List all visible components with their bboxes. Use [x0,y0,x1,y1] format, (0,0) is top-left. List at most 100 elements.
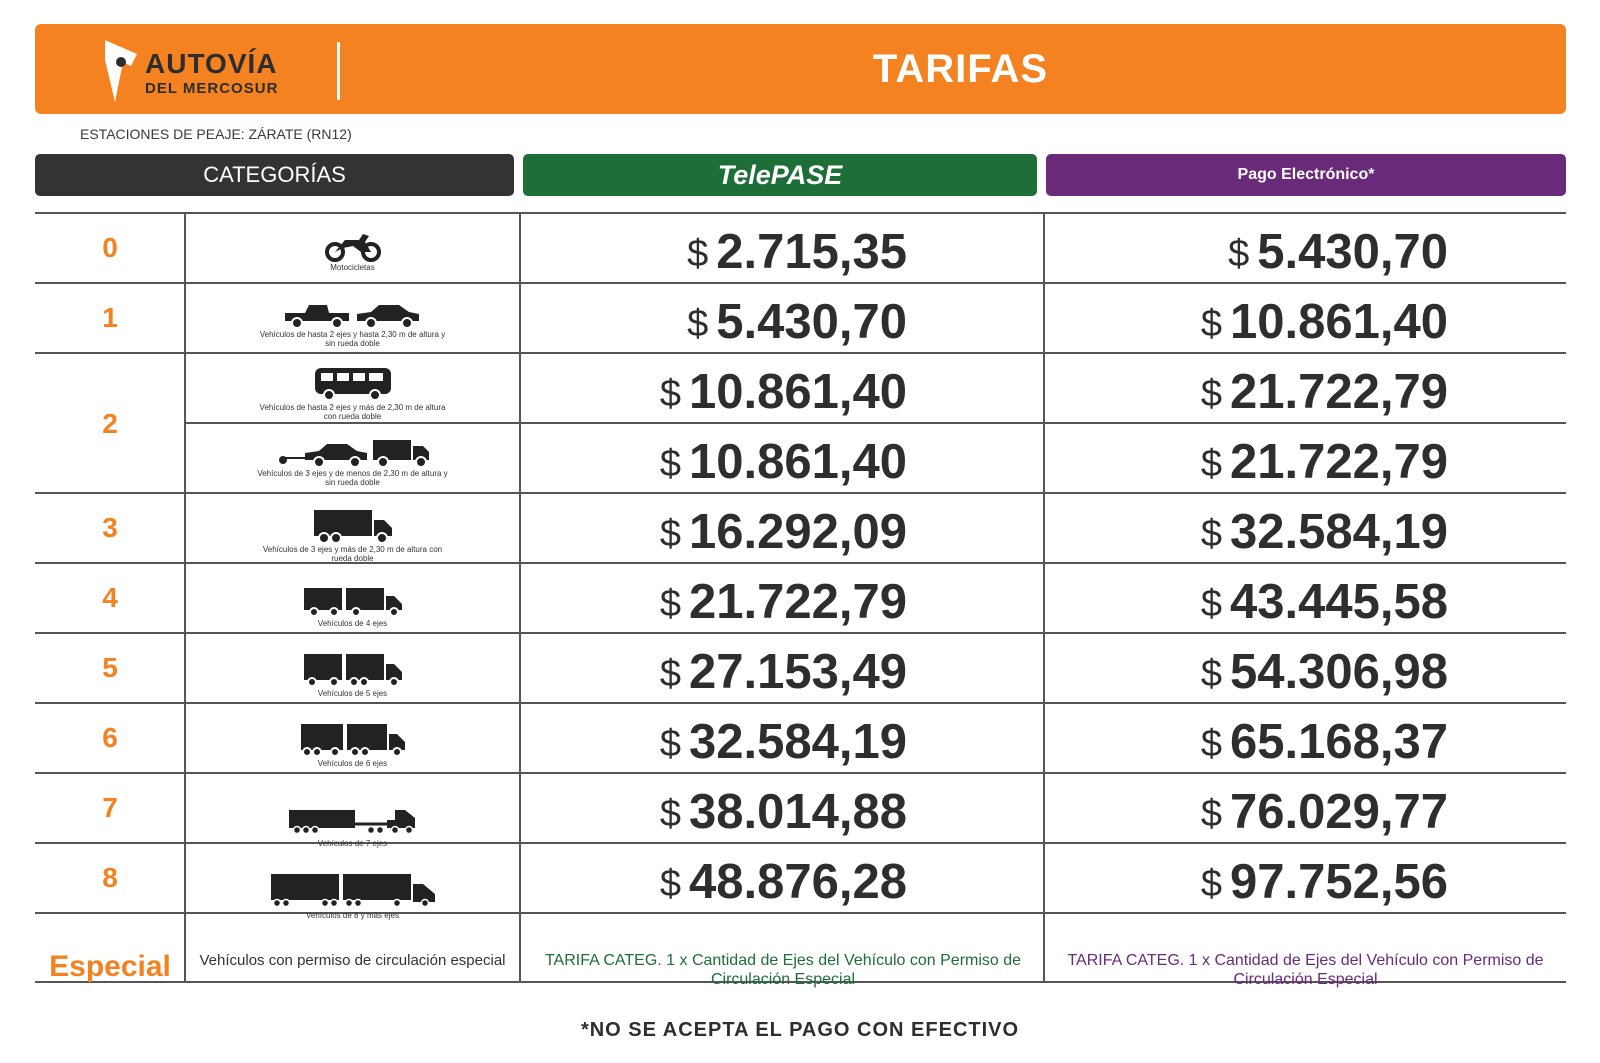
price-value: 10.861,40 [1230,295,1448,349]
price-pago: $65.168,37 [1201,714,1448,770]
price-pago: $43.445,58 [1201,574,1448,630]
table-rule [186,422,1566,424]
category-especial: Especial [49,950,171,983]
price-pago: $10.861,40 [1201,294,1448,350]
currency-symbol: $ [659,513,681,555]
table-rule [35,702,1566,704]
vehicle-label: Vehículos de hasta 2 ejes y hasta 2,30 m… [259,330,446,348]
currency-symbol: $ [1200,653,1222,695]
column-header-telepase: TelePASE [523,154,1037,196]
table-rule [35,212,1566,214]
price-value: 27.153,49 [689,645,907,699]
vehicle-cell: Motocicletas [186,228,519,272]
price-telepase: $32.584,19 [660,714,907,770]
currency-symbol: $ [659,793,681,835]
category-number: 0 [102,232,118,263]
vehicle-cell: Vehículos de 3 ejes y más de 2,30 m de a… [186,508,519,563]
currency-symbol: $ [1228,233,1250,275]
price-value: 10.861,40 [689,435,907,489]
truck-5-axle-icon [303,654,402,687]
footnote-no-cash: *NO SE ACEPTA EL PAGO CON EFECTIVO [580,1019,1020,1041]
category-number: 8 [102,862,118,893]
price-value: 21.722,79 [689,575,907,629]
category-number: 2 [102,408,118,439]
price-value: 2.715,35 [716,225,907,279]
logo-title: AUTOVÍA [145,48,278,79]
column-header-categories: CATEGORÍAS [35,154,514,196]
especial-telepase-rule: TARIFA CATEG. 1 x Cantidad de Ejes del V… [544,952,1022,988]
truck-4-axle-icon [303,588,402,617]
column-header-pago-electronico: Pago Electrónico* [1046,154,1566,196]
currency-symbol: $ [1200,723,1222,765]
price-pago: $21.722,79 [1201,434,1448,490]
truck-3-axle-icon [313,510,392,544]
currency-symbol: $ [659,653,681,695]
vehicle-cell: Vehículos de 8 y más ejes [186,872,519,920]
price-telepase: $16.292,09 [660,504,907,560]
vehicle-cell: Vehículos de hasta 2 ejes y hasta 2,30 m… [186,303,519,348]
price-pago: $21.722,79 [1201,364,1448,420]
currency-symbol: $ [687,303,709,345]
price-telepase: $48.876,28 [660,854,907,910]
currency-symbol: $ [1200,583,1222,625]
logo-subtitle: DEL MERCOSUR [145,80,279,97]
price-telepase: $38.014,88 [660,784,907,840]
price-value: 65.168,37 [1230,715,1448,769]
currency-symbol: $ [1200,863,1222,905]
vehicle-cell: Vehículos de 6 ejes [186,722,519,768]
vehicle-label: Vehículos de 3 ejes y más de 2,30 m de a… [262,545,443,563]
logo-flag-icon [105,40,137,102]
price-telepase: $10.861,40 [660,364,907,420]
especial-pago-rule: TARIFA CATEG. 1 x Cantidad de Ejes del V… [1067,952,1544,988]
price-telepase: $5.430,70 [687,294,907,350]
vehicle-cell: Vehículos de hasta 2 ejes y más de 2,30 … [186,366,519,421]
vehicle-cell: Vehículos de 5 ejes [186,652,519,698]
table-rule [35,632,1566,634]
table-rule [35,842,1566,844]
price-value: 5.430,70 [1257,225,1448,279]
currency-symbol: $ [659,373,681,415]
vehicle-cell: Vehículos de 7 ejes [186,808,519,848]
price-value: 38.014,88 [689,785,907,839]
pickup-and-car-icon [284,305,419,329]
currency-symbol: $ [1200,373,1222,415]
column-divider [519,212,521,982]
price-telepase: $21.722,79 [660,574,907,630]
currency-symbol: $ [687,233,709,275]
category-number: 5 [102,652,118,683]
price-value: 97.752,56 [1230,855,1448,909]
category-number: 3 [102,512,118,543]
table-rule [35,981,1566,983]
price-value: 21.722,79 [1230,435,1448,489]
price-telepase: $2.715,35 [687,224,907,280]
price-value: 16.292,09 [689,505,907,559]
toll-stations-label: ESTACIONES DE PEAJE: ZÁRATE (RN12) [80,126,352,142]
vehicle-label: Motocicletas [330,263,375,272]
price-value: 32.584,19 [689,715,907,769]
table-rule [35,562,1566,564]
currency-symbol: $ [659,583,681,625]
vehicle-label: Vehículos de 8 y más ejes [306,911,399,920]
currency-symbol: $ [1200,303,1222,345]
vehicle-cell: Vehículos de 3 ejes y de menos de 2,30 m… [186,438,519,487]
currency-symbol: $ [659,723,681,765]
currency-symbol: $ [1200,443,1222,485]
category-number: 1 [102,302,118,333]
currency-symbol: $ [1200,793,1222,835]
category-number: 4 [102,582,118,613]
vehicle-label: Vehículos de 6 ejes [317,759,388,768]
price-telepase: $10.861,40 [660,434,907,490]
especial-description: Vehículos con permiso de circulación esp… [199,952,506,969]
autovia-logo: AUTOVÍA DEL MERCOSUR [101,40,301,102]
category-number: 7 [102,792,118,823]
price-value: 10.861,40 [689,365,907,419]
vehicle-label: Vehículos de 7 ejes [317,839,388,848]
table-rule [35,912,1566,914]
price-value: 43.445,58 [1230,575,1448,629]
category-number: 6 [102,722,118,753]
table-rule [35,772,1566,774]
page-title: TARIFAS [872,47,1049,91]
currency-symbol: $ [659,863,681,905]
price-value: 54.306,98 [1230,645,1448,699]
header-divider [337,42,340,100]
